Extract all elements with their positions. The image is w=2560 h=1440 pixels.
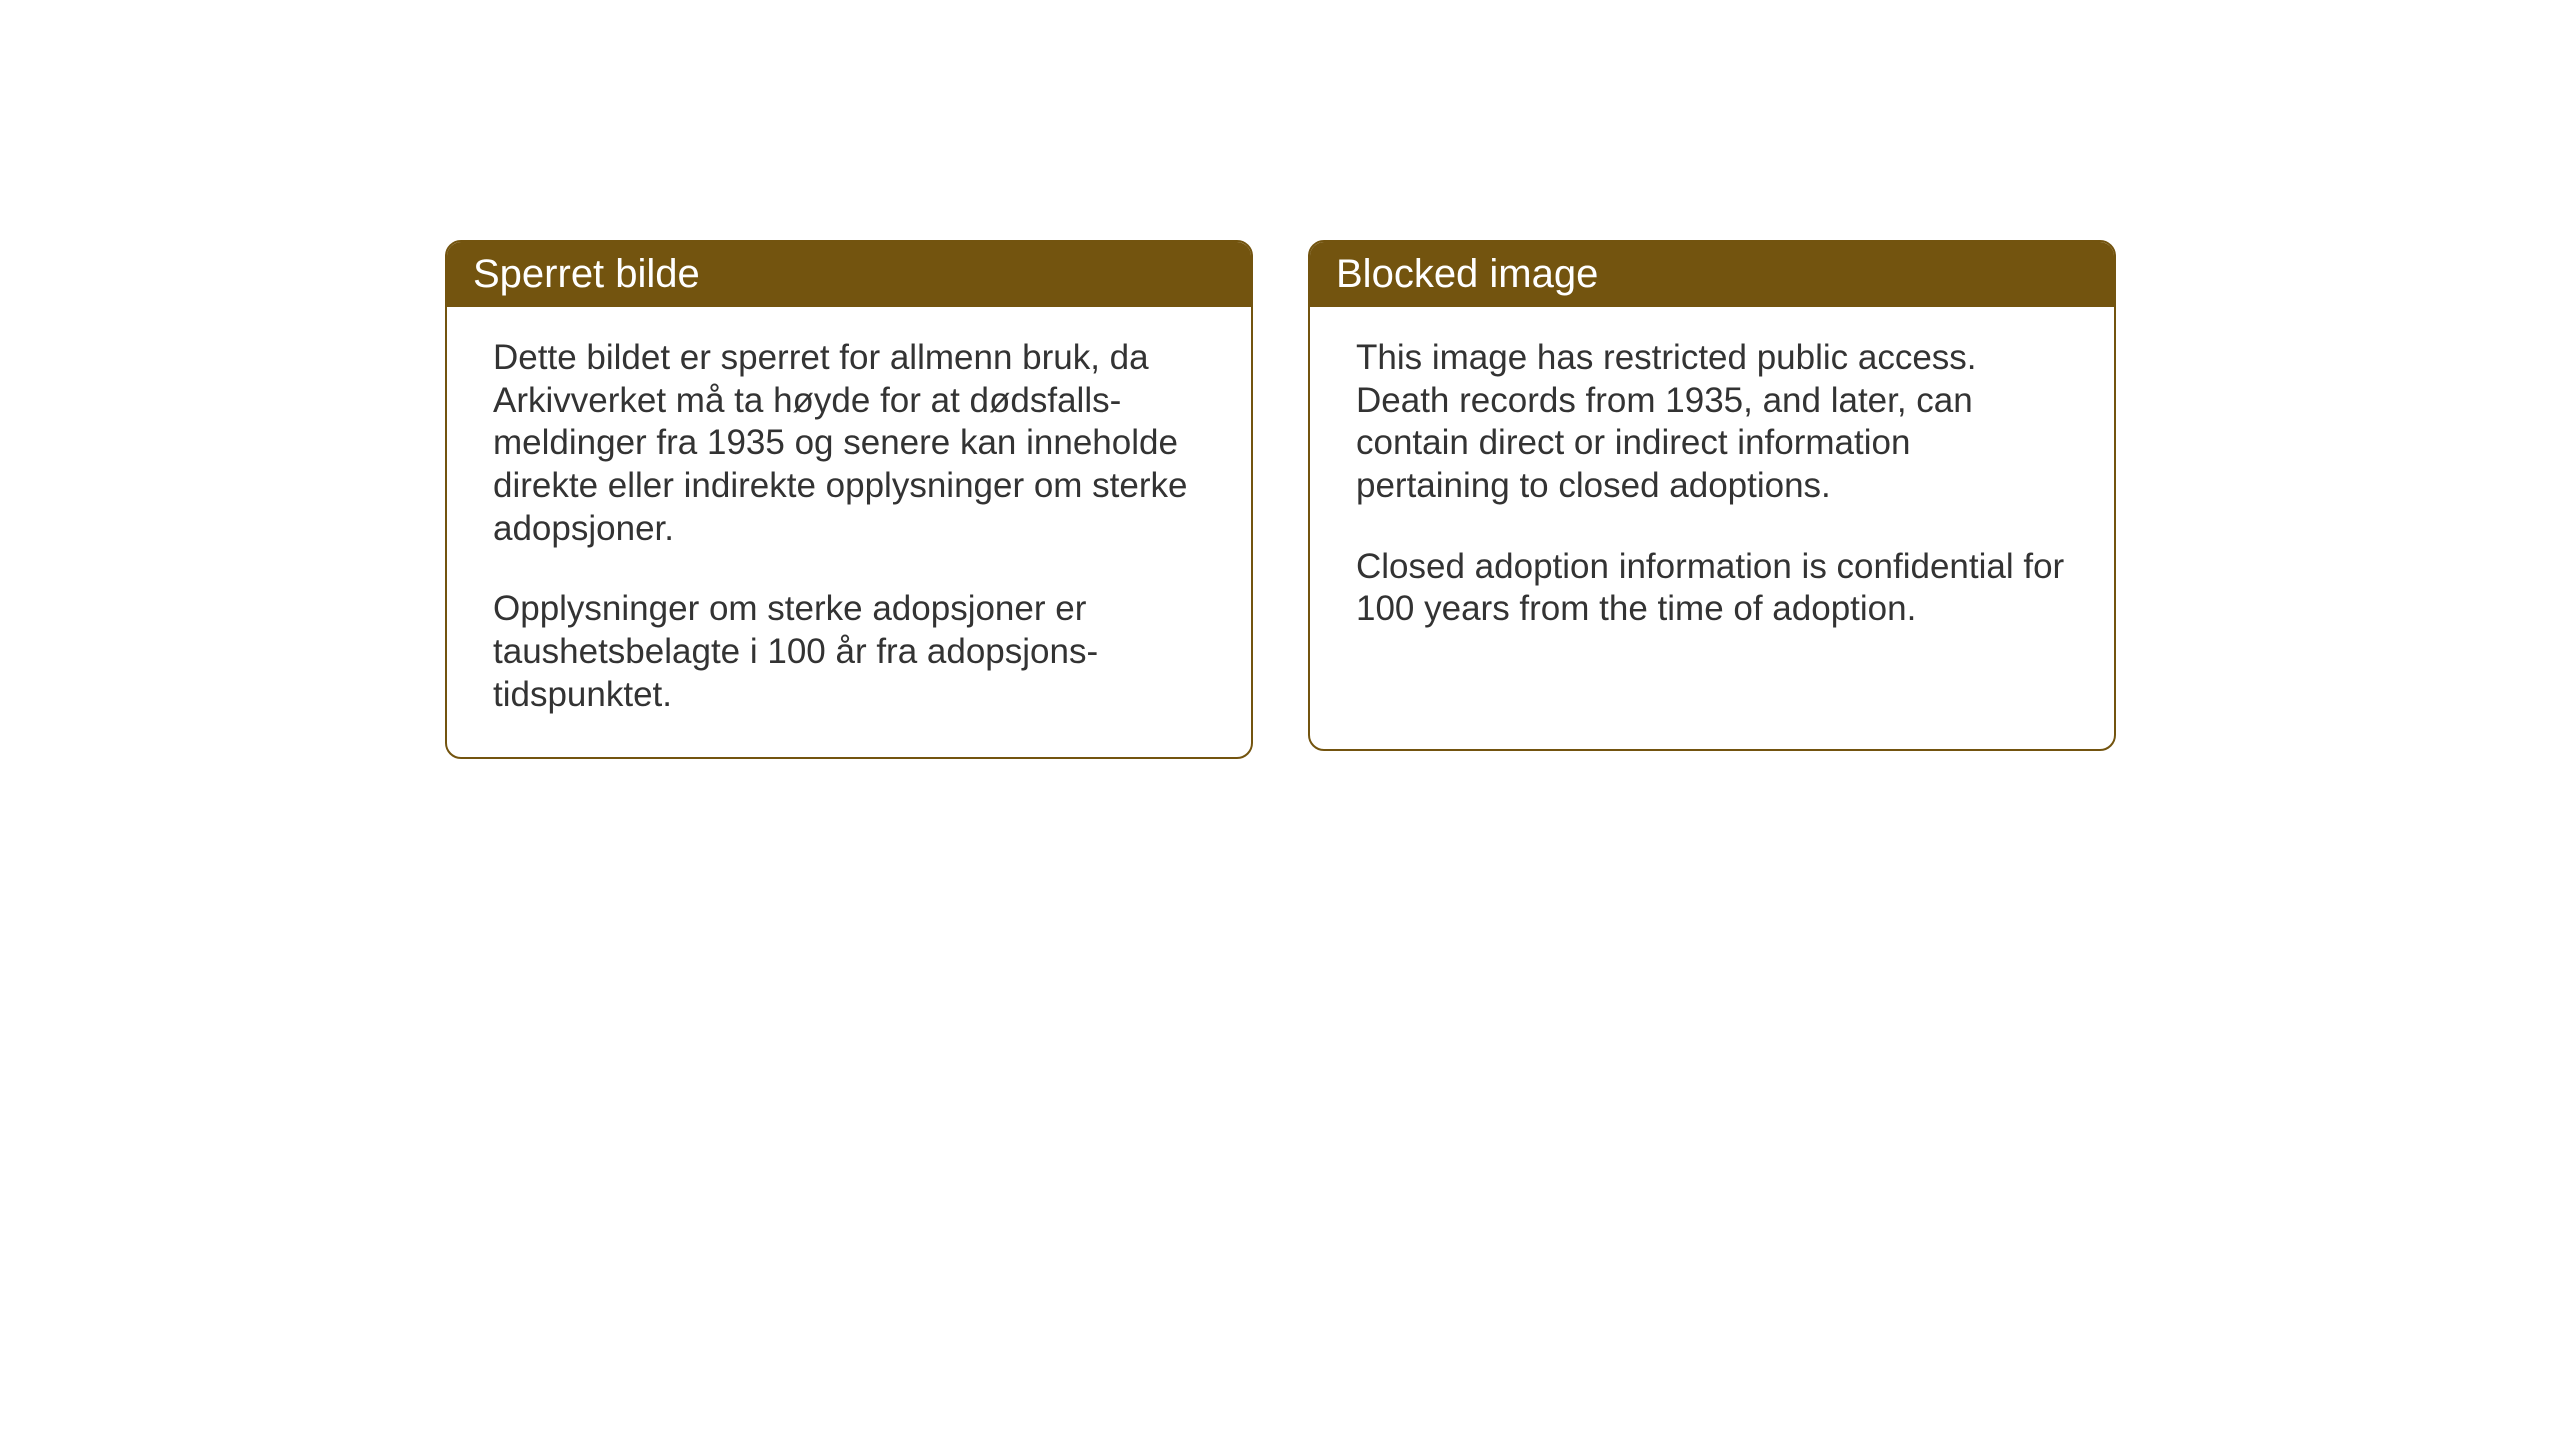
english-card-title: Blocked image [1336,252,1598,296]
english-paragraph-1: This image has restricted public access.… [1356,337,2068,508]
norwegian-card: Sperret bilde Dette bildet er sperret fo… [445,240,1253,759]
norwegian-card-title: Sperret bilde [473,252,700,296]
norwegian-card-body: Dette bildet er sperret for allmenn bruk… [447,307,1251,757]
cards-container: Sperret bilde Dette bildet er sperret fo… [445,240,2116,759]
english-card-header: Blocked image [1310,242,2114,307]
norwegian-paragraph-1: Dette bildet er sperret for allmenn bruk… [493,337,1205,550]
english-paragraph-2: Closed adoption information is confident… [1356,546,2068,631]
norwegian-paragraph-2: Opplysninger om sterke adopsjoner er tau… [493,588,1205,716]
english-card-body: This image has restricted public access.… [1310,307,2114,671]
norwegian-card-header: Sperret bilde [447,242,1251,307]
english-card: Blocked image This image has restricted … [1308,240,2116,751]
